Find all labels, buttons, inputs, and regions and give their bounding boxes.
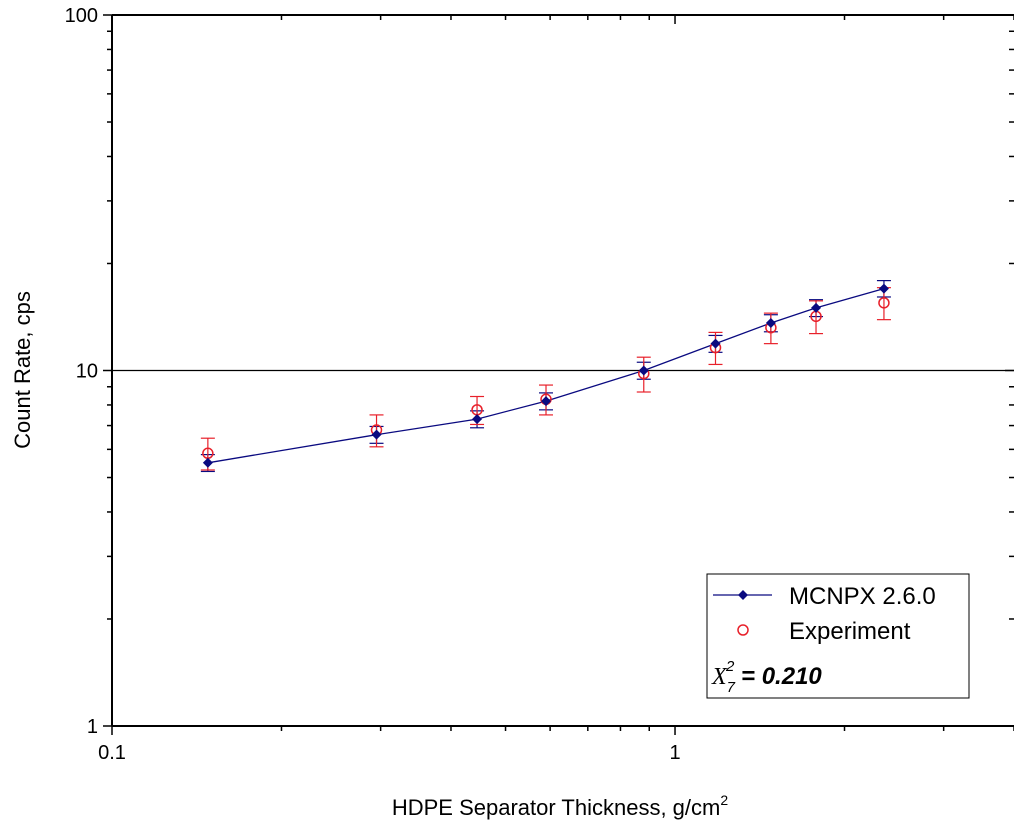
point-mcnpx xyxy=(710,338,721,349)
x-tick-label: 1 xyxy=(669,742,680,764)
chi-symbol: X xyxy=(711,664,728,690)
y-tick-label: 1 xyxy=(87,716,98,738)
y-tick-label: 100 xyxy=(65,5,98,27)
x-axis-title-superscript: 2 xyxy=(720,792,728,808)
point-mcnpx xyxy=(638,365,649,376)
chi-value: = 0.210 xyxy=(734,663,822,690)
legend-label-experiment: Experiment xyxy=(789,618,911,645)
series-line-mcnpx xyxy=(207,287,885,464)
point-mcnpx xyxy=(765,318,776,329)
series-layer xyxy=(200,280,891,473)
point-mcnpx xyxy=(472,414,483,425)
chi-subscript: 7 xyxy=(727,679,736,696)
legend-marker-experiment xyxy=(737,624,749,636)
x-axis-title-text: HDPE Separator Thickness, g/cm xyxy=(392,795,721,820)
point-mcnpx xyxy=(541,396,552,407)
point-mcnpx xyxy=(202,457,213,468)
legend-label-mcnpx: MCNPX 2.6.0 xyxy=(789,583,936,610)
x-axis-title: HDPE Separator Thickness, g/cm2 xyxy=(392,792,729,820)
point-experiment xyxy=(878,297,890,309)
legend: MCNPX 2.6.0 Experiment X7 2 = 0.210 xyxy=(706,573,970,699)
point-mcnpx xyxy=(371,429,382,440)
point-mcnpx xyxy=(878,283,889,294)
x-tick-label: 0.1 xyxy=(98,742,126,764)
y-axis-title: Count Rate, cps xyxy=(10,291,35,449)
point-mcnpx xyxy=(811,302,822,313)
chi-square-annotation: X7 2 = 0.210 xyxy=(711,658,822,696)
chi-superscript: 2 xyxy=(725,658,735,675)
y-tick-label: 10 xyxy=(76,361,98,383)
legend-marker-mcnpx xyxy=(738,590,748,600)
